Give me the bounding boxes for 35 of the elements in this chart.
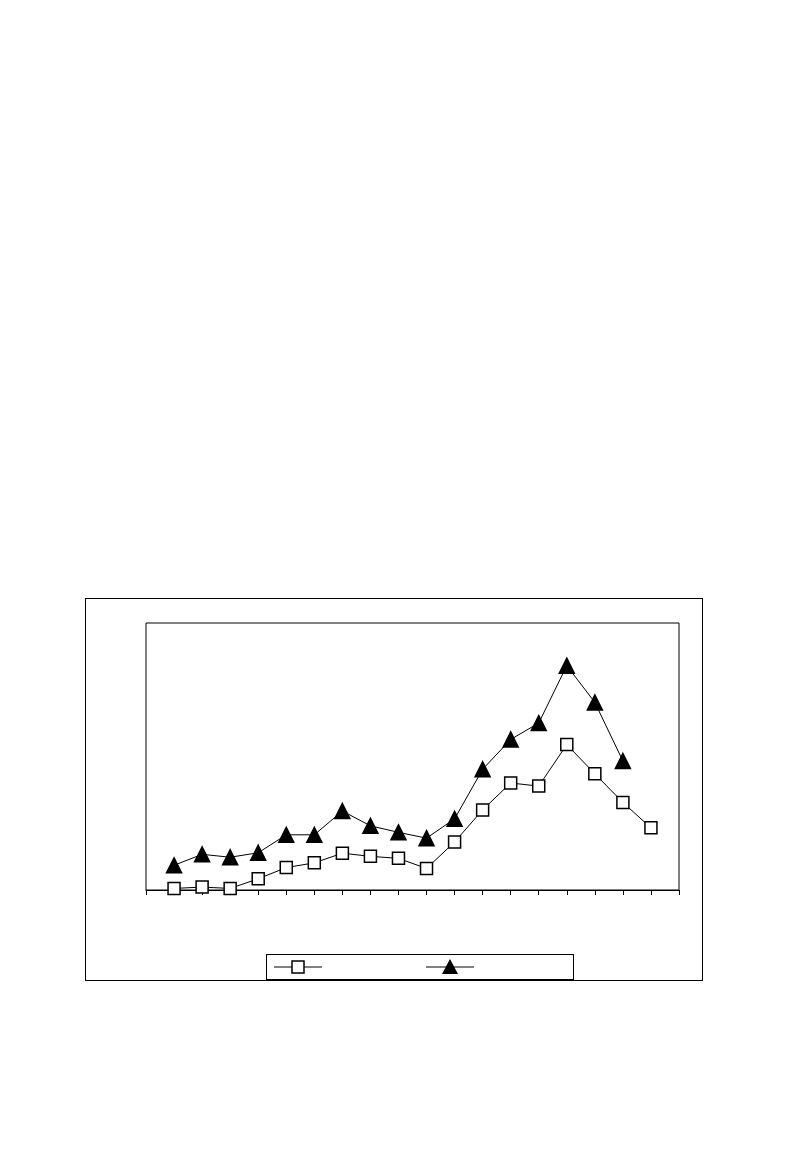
point (195, 880, 209, 894)
point (279, 860, 294, 875)
point (193, 846, 211, 863)
point (614, 752, 632, 770)
point (586, 694, 604, 711)
point (165, 857, 183, 874)
point (391, 851, 406, 866)
point (221, 848, 239, 866)
point (419, 861, 434, 876)
point (223, 881, 237, 896)
point (531, 779, 546, 793)
point (390, 824, 407, 841)
point (334, 802, 351, 820)
point (588, 767, 602, 781)
point (475, 803, 490, 817)
point (335, 846, 350, 860)
point (167, 881, 181, 896)
point (307, 856, 322, 870)
point (560, 737, 574, 752)
point (503, 776, 518, 790)
point (558, 657, 576, 674)
point (447, 835, 462, 849)
point (306, 826, 323, 844)
point (362, 817, 379, 835)
point (616, 795, 630, 810)
point (502, 731, 519, 748)
point (249, 844, 267, 861)
point (474, 761, 491, 778)
point (530, 714, 547, 732)
point (251, 872, 265, 886)
point (446, 810, 463, 828)
point (278, 826, 295, 844)
point (418, 829, 435, 847)
point (363, 849, 378, 864)
point (644, 821, 658, 835)
